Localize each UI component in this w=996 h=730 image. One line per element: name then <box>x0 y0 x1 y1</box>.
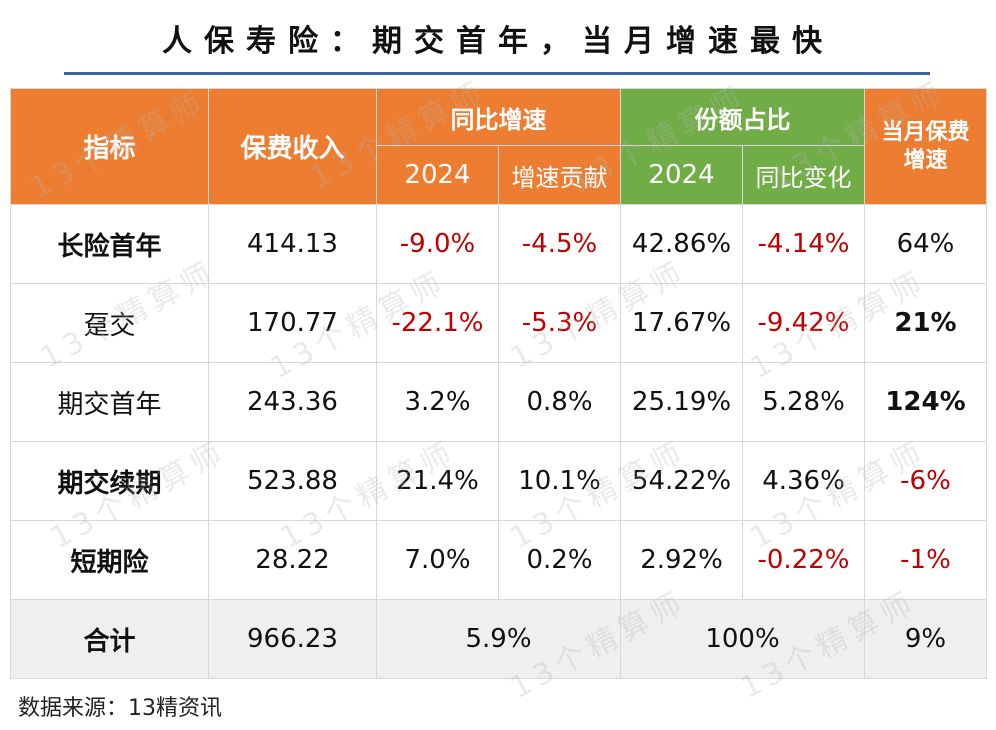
row-growth: -22.1% <box>376 283 499 363</box>
row-share: 25.19% <box>620 362 743 442</box>
row-share: 42.86% <box>620 204 743 284</box>
row-name: 期交首年 <box>10 362 209 442</box>
row-month-growth: -1% <box>864 520 987 600</box>
header-yoy-change: 同比变化 <box>742 145 865 205</box>
row-contribution: 10.1% <box>498 441 621 521</box>
row-contribution: -4.5% <box>498 204 621 284</box>
total-month-growth: 9% <box>864 599 987 679</box>
header-year-a: 2024 <box>376 145 499 205</box>
row-month-growth: 124% <box>864 362 987 442</box>
row-share-change: 5.28% <box>742 362 865 442</box>
header-share: 份额占比 <box>620 88 865 146</box>
table-total-row: 合计 966.23 5.9% 100% 9% <box>10 599 987 679</box>
row-name: 期交续期 <box>10 441 209 521</box>
row-share-change: -4.14% <box>742 204 865 284</box>
row-name: 趸交 <box>10 283 209 363</box>
page-title: 人保寿险：期交首年，当月增速最快 <box>162 24 834 59</box>
row-income: 523.88 <box>208 441 377 521</box>
row-income: 414.13 <box>208 204 377 284</box>
data-source-note: 数据来源：13精资讯 <box>18 696 222 721</box>
total-growth: 5.9% <box>376 599 621 679</box>
row-income: 243.36 <box>208 362 377 442</box>
row-growth: 21.4% <box>376 441 499 521</box>
total-income: 966.23 <box>208 599 377 679</box>
header-yoy-growth: 同比增速 <box>376 88 621 146</box>
table-row: 趸交 170.77 -22.1% -5.3% 17.67% -9.42% 21% <box>10 283 987 363</box>
table-row: 长险首年 414.13 -9.0% -4.5% 42.86% -4.14% 64… <box>10 204 987 284</box>
row-growth: 3.2% <box>376 362 499 442</box>
data-table: 指标 保费收入 同比增速 份额占比 当月保费 增速 2024 增速贡献 2024… <box>10 88 987 679</box>
total-share: 100% <box>620 599 865 679</box>
title-underline <box>64 72 930 75</box>
row-contribution: -5.3% <box>498 283 621 363</box>
header-indicator: 指标 <box>10 88 209 205</box>
row-share: 54.22% <box>620 441 743 521</box>
row-share-change: -9.42% <box>742 283 865 363</box>
row-share-change: 4.36% <box>742 441 865 521</box>
row-growth: -9.0% <box>376 204 499 284</box>
row-contribution: 0.2% <box>498 520 621 600</box>
row-share: 17.67% <box>620 283 743 363</box>
row-income: 170.77 <box>208 283 377 363</box>
row-income: 28.22 <box>208 520 377 600</box>
row-month-growth: -6% <box>864 441 987 521</box>
header-premium-income: 保费收入 <box>208 88 377 205</box>
header-year-b: 2024 <box>620 145 743 205</box>
row-month-growth: 21% <box>864 283 987 363</box>
row-contribution: 0.8% <box>498 362 621 442</box>
header-growth-contribution: 增速贡献 <box>498 145 621 205</box>
row-name: 长险首年 <box>10 204 209 284</box>
header-month-growth: 当月保费 增速 <box>864 88 987 205</box>
row-share: 2.92% <box>620 520 743 600</box>
header-month-growth-line2: 增速 <box>903 147 948 173</box>
header-month-growth-line1: 当月保费 <box>881 119 970 145</box>
table-row: 短期险 28.22 7.0% 0.2% 2.92% -0.22% -1% <box>10 520 987 600</box>
row-growth: 7.0% <box>376 520 499 600</box>
table-row: 期交续期 523.88 21.4% 10.1% 54.22% 4.36% -6% <box>10 441 987 521</box>
table-row: 期交首年 243.36 3.2% 0.8% 25.19% 5.28% 124% <box>10 362 987 442</box>
total-name: 合计 <box>10 599 209 679</box>
row-month-growth: 64% <box>864 204 987 284</box>
row-share-change: -0.22% <box>742 520 865 600</box>
row-name: 短期险 <box>10 520 209 600</box>
